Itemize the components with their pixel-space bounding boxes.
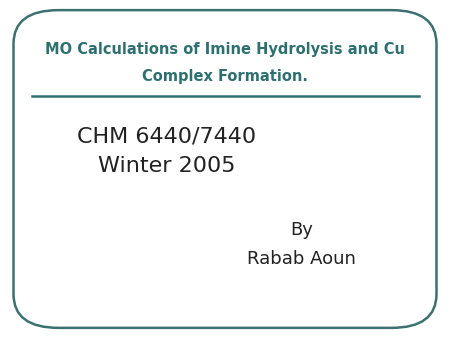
Text: CHM 6440/7440: CHM 6440/7440 (77, 127, 256, 147)
Text: Winter 2005: Winter 2005 (98, 155, 235, 176)
Text: Complex Formation.: Complex Formation. (142, 69, 308, 83)
FancyBboxPatch shape (14, 10, 436, 328)
Text: By: By (290, 221, 313, 239)
Text: MO Calculations of Imine Hydrolysis and Cu: MO Calculations of Imine Hydrolysis and … (45, 42, 405, 56)
Text: Rabab Aoun: Rabab Aoun (247, 249, 356, 268)
